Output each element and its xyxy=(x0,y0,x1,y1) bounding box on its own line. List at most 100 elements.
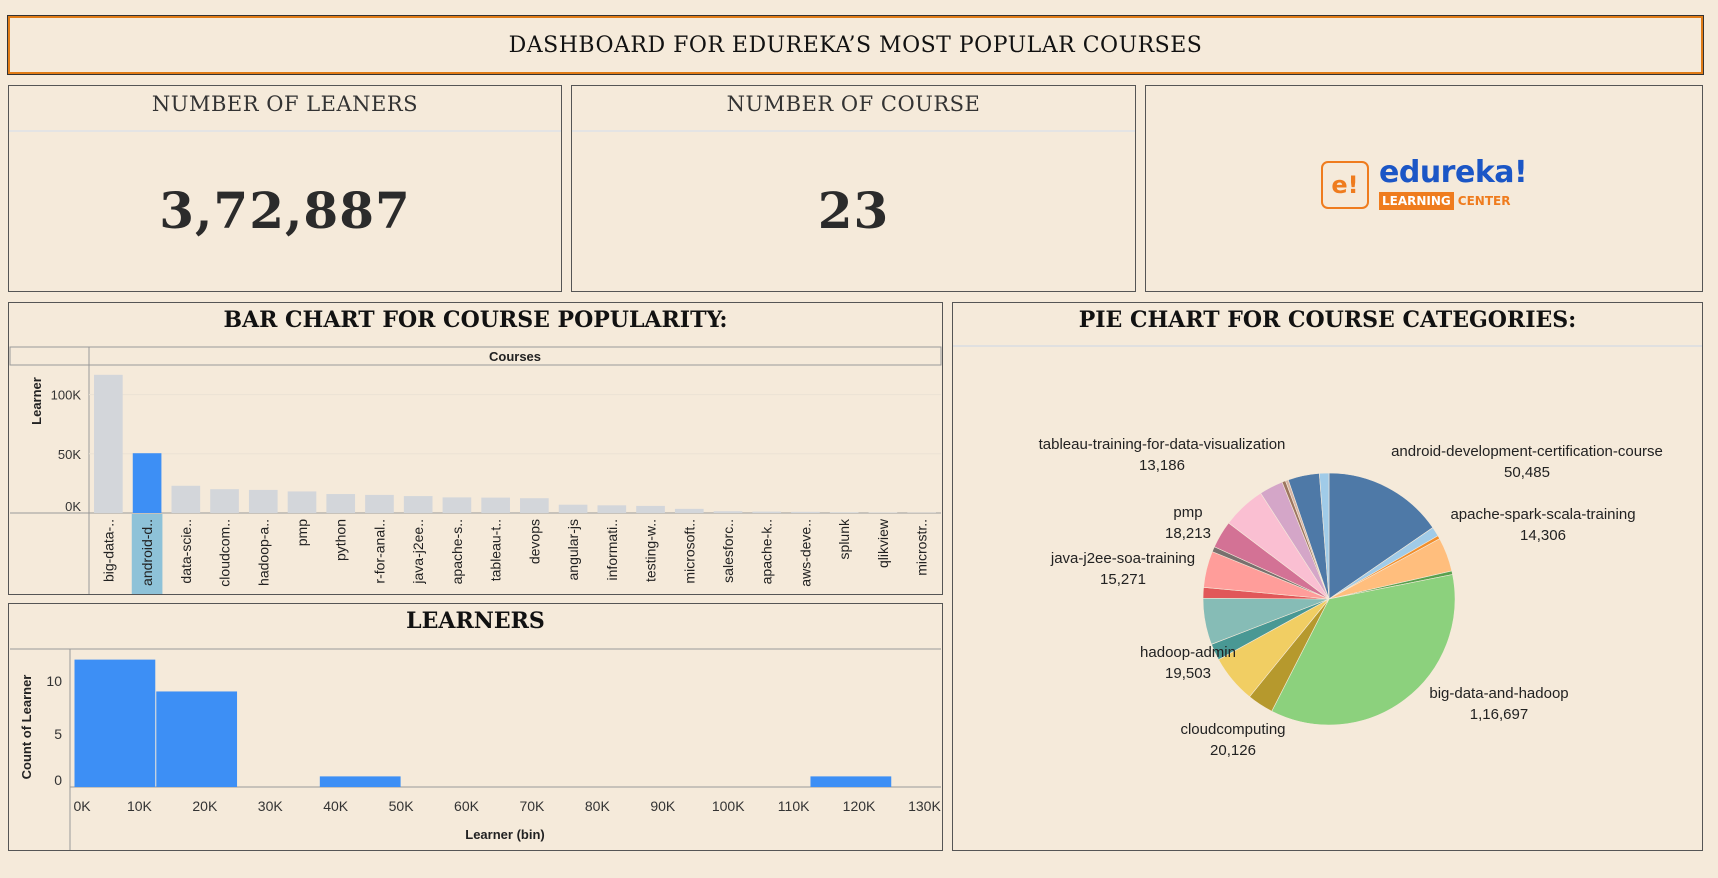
pie-chart-panel: PIE CHART FOR COURSE CATEGORIES: android… xyxy=(952,302,1703,851)
bar-19 xyxy=(829,512,859,513)
bar-15 xyxy=(674,508,704,513)
bar-x-tick-label: r-for-anal.. xyxy=(371,519,387,584)
hist-x-axis-label: Learner (bin) xyxy=(465,827,544,842)
dashboard-title: DASHBOARD FOR EDUREKA’S MOST POPULAR COU… xyxy=(508,32,1203,58)
pie-slice-name: apache-spark-scala-training xyxy=(1450,506,1635,523)
bar-17 xyxy=(752,511,782,513)
hist-x-tick-label: 10K xyxy=(127,798,153,814)
bar-12 xyxy=(558,504,588,513)
dashboard-title-bar: DASHBOARD FOR EDUREKA’S MOST POPULAR COU… xyxy=(7,15,1704,75)
bar-7 xyxy=(365,494,394,513)
bar-11 xyxy=(520,498,549,513)
bar-5 xyxy=(287,491,317,513)
bar-x-tick-label: tableau-t.. xyxy=(488,519,504,581)
hist-y-tick-label: 0 xyxy=(54,772,62,788)
hist-bar-0 xyxy=(74,659,156,787)
pie-separator xyxy=(953,345,1702,347)
bar-8 xyxy=(403,496,433,513)
histogram-chart: Count of Learner Learner (bin) 10 5 0 0K 10… xyxy=(10,648,941,850)
bar-header-label: Courses xyxy=(489,349,541,364)
bar-x-tick-label: devops xyxy=(526,519,542,564)
bar-label-highlight xyxy=(131,514,163,594)
kpi-learners-value: 3,72,887 xyxy=(159,181,411,240)
bar-chart-panel: BAR CHART FOR COURSE POPULARITY: Courses… xyxy=(8,302,943,595)
hist-x-tick-label: 50K xyxy=(389,798,415,814)
bar-x-tick-label: aws-deve.. xyxy=(797,519,813,587)
bar-x-tick-label: apache-k.. xyxy=(759,519,775,584)
hist-x-tick-label: 100K xyxy=(712,798,745,814)
histogram-panel: LEARNERS Count of Learner Learner (bin) … xyxy=(8,603,943,851)
hist-x-tick-label: 20K xyxy=(192,798,218,814)
bar-x-tick-label: android-d.. xyxy=(139,519,155,586)
histogram-title: LEARNERS xyxy=(406,608,545,634)
pie-slice-value: 18,213 xyxy=(1165,525,1211,542)
hist-x-tick-label: 0K xyxy=(73,798,91,814)
pie-slice-value: 50,485 xyxy=(1504,464,1550,481)
kpi-separator xyxy=(572,130,1135,132)
hist-x-tick-label: 80K xyxy=(585,798,611,814)
bar-14 xyxy=(636,505,665,513)
hist-x-tick-label: 110K xyxy=(778,798,810,814)
edureka-logo-word: edureka! xyxy=(1379,155,1528,190)
logo-card: e! edureka! LEARNING CENTER xyxy=(1145,85,1703,292)
bar-0 xyxy=(94,374,123,513)
bar-x-tick-label: microstr.. xyxy=(914,519,930,576)
bar-header-corner xyxy=(9,346,90,366)
bar-x-tick-label: cloudcom.. xyxy=(217,519,233,587)
hist-x-tick-label: 130K xyxy=(908,798,941,814)
logo-sub-center: CENTER xyxy=(1457,194,1511,208)
bar-x-tick-label: hadoop-a.. xyxy=(255,519,271,586)
kpi-courses-value: 23 xyxy=(817,181,890,240)
bar-4 xyxy=(248,489,278,513)
bar-9 xyxy=(442,497,472,513)
hist-x-tick-label: 120K xyxy=(843,798,876,814)
pie-slice-0 xyxy=(1328,472,1434,600)
bar-2 xyxy=(171,485,201,513)
bar-header-cell xyxy=(88,346,942,366)
bar-x-tick-label: angular-js xyxy=(565,519,581,580)
edureka-logo-mark: e! xyxy=(1321,161,1369,209)
bar-x-tick-label: salesforc.. xyxy=(720,519,736,583)
bar-x-tick-label: apache-s.. xyxy=(449,519,465,584)
bar-x-tick-label: microsoft.. xyxy=(681,519,697,584)
hist-bar-2 xyxy=(319,776,401,787)
hist-x-tick-label: 90K xyxy=(650,798,676,814)
hist-y-tick-label: 10 xyxy=(46,673,62,689)
hist-y-axis-label: Count of Learner xyxy=(19,675,34,780)
bar-x-tick-label: data-scie.. xyxy=(178,519,194,584)
bar-13 xyxy=(597,505,627,513)
kpi-learners-card: NUMBER OF LEANERS 3,72,887 xyxy=(8,85,562,292)
kpi-courses-title: NUMBER OF COURSE xyxy=(726,92,981,116)
bar-x-tick-label: big-data-.. xyxy=(100,519,116,582)
hist-x-tick-label: 40K xyxy=(323,798,349,814)
bar-chart-title: BAR CHART FOR COURSE POPULARITY: xyxy=(223,307,728,333)
pie-slice-name: pmp xyxy=(1173,504,1202,521)
bar-6 xyxy=(326,494,356,513)
bar-x-tick-label: java-j2ee.. xyxy=(410,519,426,585)
pie-slice-name: tableau-training-for-data-visualization xyxy=(1039,436,1286,453)
hist-y-tick-label: 5 xyxy=(54,726,62,742)
bar-y-tick-label: 0K xyxy=(65,499,81,514)
kpi-separator xyxy=(9,130,561,132)
pie-slice-name: big-data-and-hadoop xyxy=(1429,685,1568,702)
pie-chart: android-development-certification-course… xyxy=(1039,436,1663,759)
bar-1 xyxy=(132,453,162,513)
edureka-logo: e! edureka! LEARNING CENTER xyxy=(1321,155,1531,213)
bar-x-tick-label: pmp xyxy=(294,519,310,546)
hist-x-tick-label: 30K xyxy=(258,798,284,814)
pie-slice-name: hadoop-admin xyxy=(1140,644,1236,661)
pie-slice-value: 14,306 xyxy=(1520,527,1566,544)
bar-x-tick-label: informati.. xyxy=(604,519,620,580)
bar-18 xyxy=(791,511,820,513)
hist-bar-3 xyxy=(810,776,892,787)
bar-y-tick-label: 50K xyxy=(58,447,81,462)
pie-slice-value: 20,126 xyxy=(1210,742,1256,759)
edureka-logo-subtitle: LEARNING CENTER xyxy=(1379,192,1510,210)
pie-slice-value: 13,186 xyxy=(1139,457,1185,474)
bar-x-tick-label: qlikview xyxy=(875,518,891,568)
logo-sub-learning: LEARNING xyxy=(1379,192,1454,210)
hist-bar-1 xyxy=(156,691,238,787)
kpi-learners-title: NUMBER OF LEANERS xyxy=(151,92,419,116)
pie-slice-5 xyxy=(1271,574,1456,726)
pie-slice-19 xyxy=(1319,472,1330,600)
